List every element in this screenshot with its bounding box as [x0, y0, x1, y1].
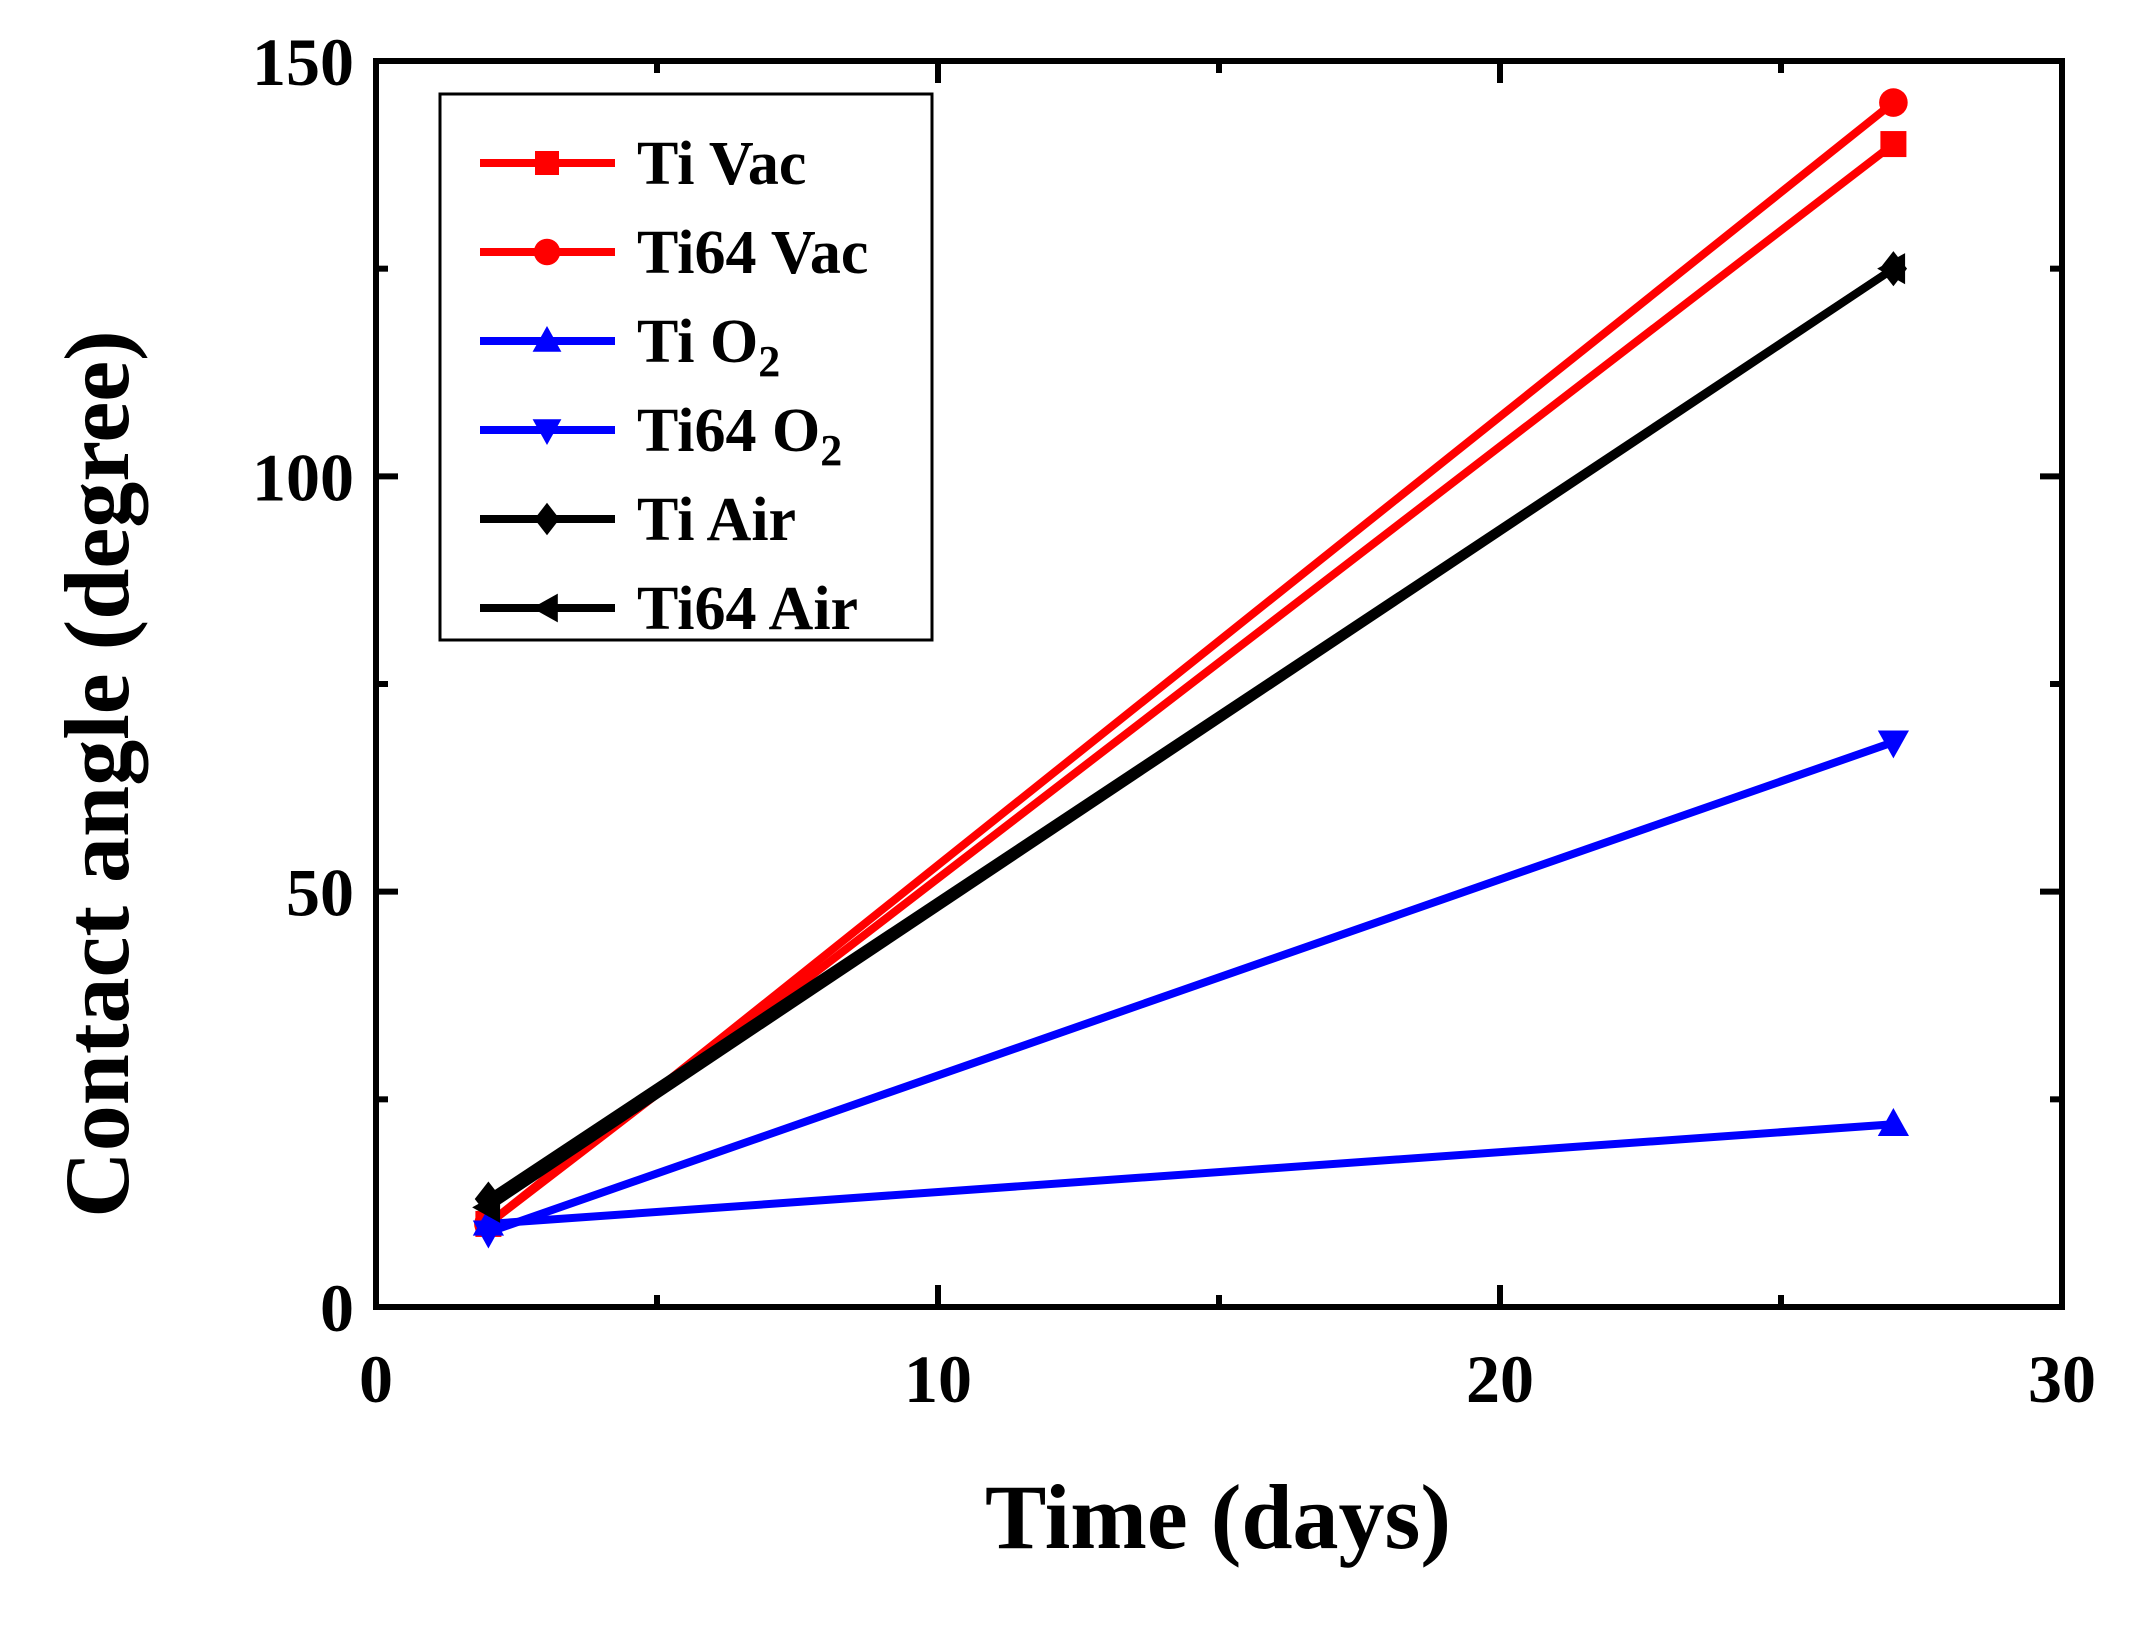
legend-entry-ti-o2: Ti O2	[480, 308, 780, 386]
series-line-ti64-air	[486, 265, 1896, 1211]
legend-entry-ti-air: Ti Air	[480, 486, 796, 554]
legend-entry-ti-vac: Ti Vac	[480, 130, 806, 198]
legend-label-main: Ti Air	[637, 486, 796, 554]
data-point-ti-vac	[1880, 131, 1907, 158]
axes: 0 10 20 30 0 50 100 150	[252, 24, 2096, 1417]
legend-marker	[532, 593, 558, 623]
data-point-ti64-air	[1877, 253, 1906, 285]
y-axis-title: Contact angle (degree)	[46, 330, 148, 1217]
legend-label-subscript: 2	[758, 337, 780, 386]
y-tick-label: 0	[320, 1270, 354, 1346]
legend-marker	[532, 419, 562, 445]
data-point-ti64-o2	[472, 1220, 504, 1249]
legend-label-main: Ti64 Vac	[637, 219, 868, 287]
legend-box	[438, 92, 934, 642]
series-layer	[472, 88, 1909, 1249]
data-point-ti64-o2	[1877, 730, 1909, 759]
legend-label: Ti Air	[637, 486, 796, 554]
x-tick-label: 20	[1466, 1341, 1534, 1417]
x-axis-title: Time (days)	[985, 1466, 1451, 1568]
legend-marker	[534, 502, 560, 536]
series-line-ti64-vac	[485, 99, 1896, 1228]
legend-entry-ti64-air: Ti64 Air	[480, 575, 858, 643]
legend-label-main: Ti64 O	[637, 397, 820, 465]
x-tick-label: 10	[904, 1341, 972, 1417]
legend-label: Ti64 O2	[637, 397, 842, 475]
y-tick-label: 50	[286, 855, 354, 931]
legend-label-main: Ti Vac	[637, 130, 806, 198]
legend-marker	[533, 238, 561, 266]
series-line-ti64-o2	[487, 738, 1895, 1237]
y-tick-label: 150	[252, 24, 354, 100]
legend-marker	[535, 151, 559, 175]
data-point-ti-o2	[1877, 1108, 1909, 1136]
y-tick-label: 100	[252, 439, 354, 515]
legend-label: Ti Vac	[637, 130, 806, 198]
data-point-ti64-air	[472, 1191, 501, 1223]
legend-label: Ti O2	[637, 308, 780, 386]
x-tick-label: 30	[2028, 1341, 2096, 1417]
series-line-ti-o2	[488, 1120, 1894, 1228]
series-ti64-o2	[472, 730, 1909, 1249]
x-tick-label: 0	[359, 1341, 393, 1417]
series-ti64-air	[472, 253, 1906, 1223]
legend-entry-ti64-vac: Ti64 Vac	[480, 219, 868, 287]
legend-label-main: Ti64 Air	[637, 575, 858, 643]
legend-label-main: Ti O	[637, 308, 758, 376]
legend-marker	[532, 326, 562, 352]
data-point-ti64-vac	[1879, 88, 1908, 117]
legend-label-subscript: 2	[820, 426, 842, 475]
legend-label: Ti64 Air	[637, 575, 858, 643]
legend-entry-ti64-o2: Ti64 O2	[480, 397, 842, 475]
legend-label: Ti64 Vac	[637, 219, 868, 287]
